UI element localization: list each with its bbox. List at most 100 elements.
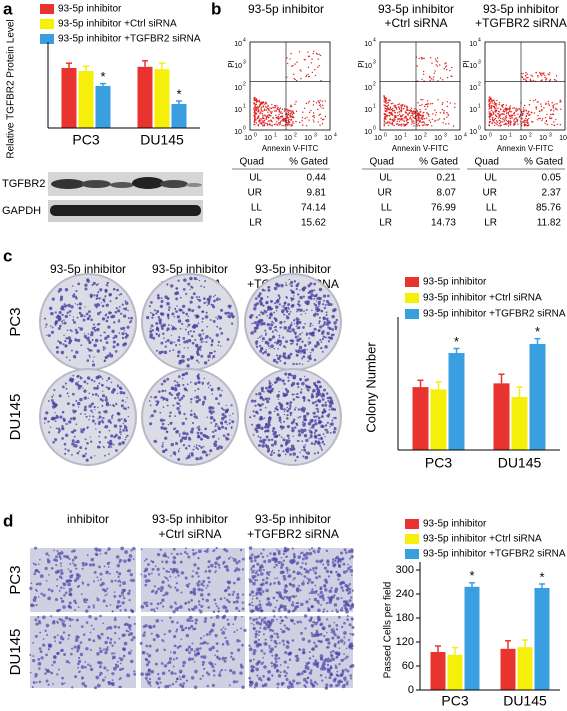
y-axis-label: Colony Number — [363, 342, 378, 433]
colony — [197, 346, 201, 350]
flow-event — [312, 112, 315, 114]
colony — [206, 297, 210, 301]
migrated-cell — [282, 552, 285, 556]
flow-event — [503, 119, 505, 121]
colony — [76, 401, 81, 406]
colony — [189, 300, 193, 304]
migrated-cell — [124, 608, 127, 611]
flow-event — [253, 107, 255, 109]
migrated-cell — [260, 552, 263, 555]
colony — [327, 337, 329, 339]
migrated-cell — [179, 552, 183, 556]
colony — [93, 294, 96, 297]
migrated-cell — [94, 547, 99, 551]
flow-event — [264, 102, 267, 104]
colony — [226, 408, 230, 412]
flow-event — [434, 70, 436, 72]
migrated-cell — [268, 620, 273, 625]
migrated-cell — [151, 572, 153, 575]
migrated-cell — [333, 594, 336, 597]
flow-tick-label: 10 — [364, 41, 372, 48]
flow-event — [311, 58, 313, 60]
colony — [321, 441, 324, 444]
flow-tick-exponent: 0 — [254, 132, 257, 138]
colony — [289, 453, 292, 456]
colony — [196, 431, 200, 435]
migrated-cell — [223, 614, 227, 618]
flow-event — [394, 118, 396, 121]
colony — [198, 444, 201, 448]
colony — [108, 352, 112, 355]
colony — [284, 372, 288, 376]
flow-event — [303, 58, 306, 61]
migrated-cell — [84, 684, 88, 688]
colony — [82, 387, 84, 389]
flow-event — [302, 124, 304, 126]
colony — [216, 386, 221, 391]
colony — [93, 380, 96, 383]
flow-event — [545, 78, 547, 81]
migrated-cell — [207, 672, 211, 676]
colony — [267, 447, 270, 450]
colony — [54, 438, 58, 442]
colony — [293, 280, 297, 283]
colony — [44, 422, 46, 424]
flow-event — [385, 98, 388, 100]
colony — [168, 350, 171, 353]
migrated-cell — [276, 577, 279, 579]
flow-event — [493, 121, 496, 124]
flow-event — [518, 115, 521, 118]
migrated-cell — [215, 614, 220, 619]
flow-event — [541, 108, 543, 111]
migrated-cell — [214, 565, 217, 569]
migrated-cell — [258, 616, 261, 619]
micrograph — [141, 616, 245, 688]
colony — [162, 449, 166, 454]
migrated-cell — [93, 570, 97, 574]
colony — [91, 419, 95, 423]
flow-event — [267, 115, 269, 118]
flow-event — [286, 110, 289, 112]
colony — [273, 451, 276, 454]
colony — [278, 336, 281, 339]
flow-event — [533, 112, 536, 114]
colony — [208, 351, 212, 355]
flow-event — [523, 124, 525, 126]
flow-event — [307, 102, 309, 104]
colony — [302, 326, 305, 329]
migrated-cell — [208, 630, 212, 634]
blot-band — [160, 180, 188, 188]
migrated-cell — [118, 594, 122, 598]
flow-event — [434, 114, 437, 116]
flow-tick-exponent: 1 — [478, 103, 481, 109]
colony — [278, 378, 282, 382]
flow-tick-label: 10 — [234, 85, 242, 92]
migrated-cell — [238, 609, 241, 613]
colony — [120, 417, 123, 420]
colony — [161, 327, 164, 331]
colony — [306, 451, 310, 455]
flow-event — [267, 120, 270, 122]
flow-event — [499, 121, 501, 124]
flow-event — [393, 120, 396, 122]
table-cell: 11.82 — [537, 218, 562, 229]
flow-event — [253, 99, 256, 101]
colony — [297, 386, 300, 389]
colony — [87, 347, 89, 350]
colony — [261, 288, 265, 292]
table-cell: UR — [483, 188, 497, 199]
flow-event — [287, 124, 289, 127]
colony — [178, 433, 181, 436]
colony — [63, 303, 66, 306]
migrated-cell — [128, 554, 133, 558]
flow-event — [404, 111, 407, 113]
flow-event — [543, 72, 545, 74]
migrated-cell — [57, 668, 60, 671]
migrated-cell — [274, 577, 276, 580]
flow-event — [493, 118, 496, 120]
colony — [111, 414, 114, 417]
flow-event — [392, 119, 394, 122]
migrated-cell — [180, 638, 183, 641]
legend-swatch — [40, 19, 54, 29]
migrated-cell — [313, 633, 318, 638]
